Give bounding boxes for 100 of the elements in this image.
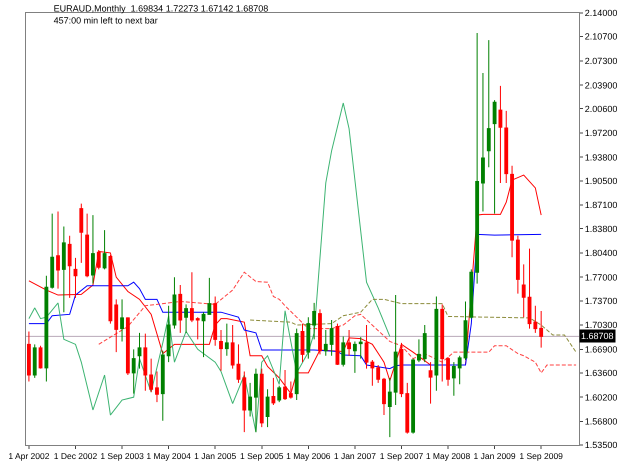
x-tick-label: 1 Jan 2009 [474,451,516,462]
candlestick [254,368,258,433]
candlestick [62,226,66,313]
y-tick-label: 2.07300 [584,56,618,66]
candlestick [300,323,304,363]
x-tick-label: 1 Jan 2007 [334,451,376,462]
y-tick-label: 1.87100 [584,200,618,210]
candlestick [190,272,194,323]
candlestick [446,356,450,386]
candlestick [475,32,480,284]
y-tick-label: 1.97200 [584,128,618,138]
candlestick [248,382,252,417]
candlestick [74,257,78,298]
candlestick [242,370,246,433]
candlestick [196,316,200,340]
candlestick [440,304,444,382]
y-tick-label: 1.56800 [584,416,618,427]
y-tick-label: 1.53500 [584,440,618,450]
candlestick [213,296,218,346]
x-tick-label: 1 May 2008 [426,451,471,462]
line-series [250,298,577,353]
candlestick [160,350,165,422]
y-tick-label: 1.90500 [584,176,618,186]
candlestick [96,250,101,270]
candlestick [236,344,240,384]
candlestick [522,264,526,318]
y-tick-label: 1.60200 [584,392,618,402]
y-tick-label: 2.14000 [584,8,618,18]
candlestick [382,377,386,416]
y-tick-label: 1.93800 [584,152,618,162]
candlestick [266,388,270,428]
candlestick [405,382,410,434]
candlestick [120,298,124,342]
x-tick-label: 1 Sep 2009 [519,451,564,462]
candlestick [155,370,159,403]
candlestick [364,324,368,370]
candlestick [492,100,497,214]
line-series [28,234,542,370]
candlestick [79,203,84,264]
y-tick-label: 2.03900 [584,80,618,90]
x-tick-label: 1 Sep 2005 [240,451,284,462]
y-tick-label: 1.80400 [584,248,618,258]
candlestick [224,323,229,356]
candlestick [324,330,328,356]
y-tick-label: 1.70300 [584,320,618,330]
candlestick [277,385,282,403]
y-tick-label: 1.73700 [584,296,618,306]
candlestick [91,214,95,284]
candlestick [126,316,130,376]
candlestick [178,284,182,334]
candlestick [347,330,351,356]
candlestick [528,248,532,330]
candlestick [102,230,107,270]
candlestick [85,213,90,278]
chart-title: EURAUD,Monthly 1.69834 1.72273 1.67142 1.68708 [54,4,268,14]
x-tick-label: 1 May 2006 [286,451,331,462]
candlestick [370,360,374,386]
candlestick [230,324,235,370]
candlestick [271,377,276,406]
x-tick-label: 1 Jan 2005 [194,451,236,462]
candlestick [202,312,206,358]
candlestick [44,275,48,382]
candlestick [388,377,392,438]
chart-subtitle: 457:00 min left to next bar [54,15,158,26]
candlestick [358,336,363,360]
y-tick-label: 1.66900 [584,344,618,354]
candlestick [260,368,264,428]
candlestick [108,254,112,324]
candlestick [166,305,171,363]
y-tick-label: 2.00600 [584,104,618,114]
candlestick [68,235,72,298]
x-tick-label: 1 Sep 2007 [380,451,424,462]
candlestick [336,323,340,366]
candlestick [184,304,188,334]
y-tick-label: 1.83800 [584,224,618,234]
candlestick [498,85,502,184]
y-tick-label: 1.63600 [584,368,618,378]
line-series [98,272,577,374]
candlestick [486,40,491,168]
candlestick [341,336,346,367]
candlestick [416,338,421,363]
candlestick [114,298,118,353]
candlestick [132,348,136,394]
line-series [28,102,390,433]
candlestick [294,328,299,401]
candlestick [422,324,427,363]
candlestick [434,296,438,392]
candlestick [50,213,54,290]
x-tick-label: 1 Dec 2002 [54,451,98,462]
y-tick-label: 2.10700 [584,32,618,42]
candlestick [516,235,520,294]
candlestick [26,330,31,382]
candlestick [138,332,142,370]
candlestick [394,294,398,406]
candlestick [464,300,468,361]
candlestick [504,110,508,184]
x-tick-label: 1 Sep 2003 [100,451,144,462]
candlestick [318,308,322,355]
candlestick [411,358,416,434]
y-tick-label: 1.77000 [584,272,618,282]
